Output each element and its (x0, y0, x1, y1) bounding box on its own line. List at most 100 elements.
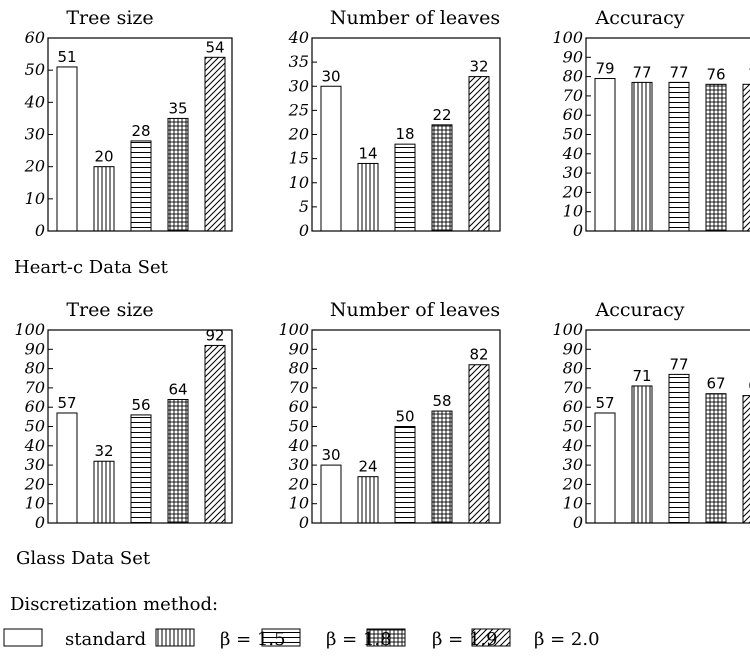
y-tick-label: 0 (573, 221, 583, 240)
bar (705, 393, 727, 524)
y-tick-label: 60 (289, 397, 309, 416)
data-label: 64 (168, 380, 187, 398)
y-tick-label: 20 (24, 474, 45, 493)
y-tick-label: 30 (563, 163, 583, 182)
plot-frame (585, 329, 750, 524)
y-tick-label: 90 (563, 47, 583, 66)
y-tick-label: 10 (289, 173, 309, 192)
y-tick-label: 90 (25, 339, 45, 358)
data-label: 6 (748, 377, 750, 395)
plot-frame (311, 37, 501, 232)
section-label-glass: Glass Data Set (16, 548, 151, 569)
y-tick-label: 40 (24, 92, 45, 111)
data-label: 24 (358, 458, 377, 476)
y-tick-label: 20 (24, 157, 45, 176)
bar (431, 410, 453, 524)
data-label: 14 (358, 144, 377, 162)
legend-label: β = 2.0 (534, 629, 600, 650)
data-label: 71 (632, 367, 651, 385)
y-tick-label: 40 (288, 436, 309, 455)
bar (320, 464, 342, 524)
data-label: 35 (168, 99, 187, 117)
bar (167, 117, 189, 232)
data-label: 92 (205, 326, 224, 344)
data-label: 22 (432, 106, 451, 124)
legend: Discretization method: standard β = 1.5 β … (3, 594, 600, 650)
chart-title: Accuracy (594, 299, 684, 321)
y-tick-label: 70 (563, 86, 583, 105)
y-tick-label: 70 (289, 378, 309, 397)
y-tick-label: 100 (552, 28, 583, 47)
section-label-heart-c: Heart-c Data Set (14, 257, 169, 278)
y-tick-label: 30 (563, 455, 583, 474)
bar (394, 426, 416, 524)
y-tick-label: 90 (289, 339, 309, 358)
y-tick-label: 10 (25, 494, 45, 513)
y-tick-label: 20 (288, 474, 309, 493)
y-tick-label: 60 (563, 397, 583, 416)
legend-swatch (155, 628, 195, 647)
legend-swatch (366, 628, 406, 647)
y-tick-label: 30 (25, 125, 45, 144)
data-label: 56 (131, 396, 150, 414)
data-label: 79 (595, 60, 614, 78)
y-tick-label: 80 (289, 359, 309, 378)
bar (93, 460, 115, 524)
data-label: 32 (94, 442, 113, 460)
y-tick-label: 60 (25, 397, 45, 416)
chart-title: Tree size (66, 299, 153, 321)
plot-frame (311, 329, 501, 524)
y-tick-label: 10 (563, 494, 583, 513)
y-tick-label: 35 (289, 52, 309, 71)
y-tick-label: 30 (289, 455, 309, 474)
plot-frame (47, 329, 233, 524)
bar (167, 398, 189, 524)
data-label: 82 (469, 346, 488, 364)
bar (742, 83, 750, 232)
y-tick-label: 40 (24, 436, 45, 455)
chart-panel: Number of leaves 0 5 10 15 20 25 30 35 40 30 14 18 22… (288, 7, 501, 240)
plot-frame (47, 37, 233, 232)
y-tick-label: 40 (562, 436, 583, 455)
y-tick-label: 40 (288, 28, 309, 47)
data-label: 18 (395, 125, 414, 143)
bar (631, 81, 653, 232)
chart-panel: Number of leaves010203040506070809010030… (278, 299, 501, 532)
y-tick-label: 50 (563, 125, 583, 144)
y-tick-label: 30 (25, 455, 45, 474)
chart-title: Tree size (66, 7, 153, 29)
bar (468, 76, 490, 232)
bar (668, 373, 690, 524)
plot-frame (585, 37, 750, 232)
y-tick-label: 60 (563, 105, 583, 124)
bar (594, 78, 616, 232)
y-tick-label: 10 (25, 189, 45, 208)
bar (631, 385, 653, 524)
bar (204, 344, 226, 524)
bar (468, 364, 490, 524)
data-label: 7 (748, 65, 750, 83)
y-tick-label: 10 (563, 202, 583, 221)
bar (357, 162, 379, 232)
bar (705, 83, 727, 232)
y-tick-label: 0 (299, 513, 309, 532)
chart-title: Number of leaves (330, 7, 500, 29)
y-tick-label: 100 (14, 320, 45, 339)
bar (130, 140, 152, 232)
data-label: 67 (706, 375, 725, 393)
y-tick-label: 50 (563, 417, 583, 436)
bar (742, 395, 750, 524)
y-tick-label: 80 (563, 359, 583, 378)
bar (594, 412, 616, 524)
y-tick-label: 50 (25, 60, 45, 79)
y-tick-label: 90 (563, 339, 583, 358)
data-label: 50 (395, 408, 414, 426)
y-tick-label: 0 (573, 513, 583, 532)
data-label: 57 (595, 394, 614, 412)
data-label: 30 (321, 446, 340, 464)
y-tick-label: 80 (25, 359, 45, 378)
y-tick-label: 0 (299, 221, 309, 240)
